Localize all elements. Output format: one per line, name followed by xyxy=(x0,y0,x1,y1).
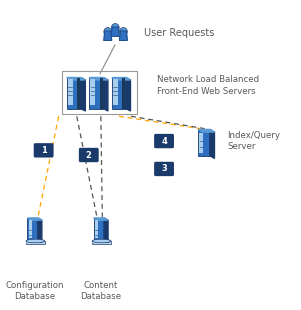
FancyBboxPatch shape xyxy=(68,79,73,105)
Polygon shape xyxy=(89,78,108,80)
Polygon shape xyxy=(104,218,108,242)
Polygon shape xyxy=(119,31,127,40)
Polygon shape xyxy=(38,218,42,242)
Ellipse shape xyxy=(26,241,45,244)
FancyBboxPatch shape xyxy=(154,162,174,176)
FancyBboxPatch shape xyxy=(122,78,126,108)
Polygon shape xyxy=(94,218,108,220)
Polygon shape xyxy=(210,130,214,158)
Text: 4: 4 xyxy=(161,136,167,146)
Ellipse shape xyxy=(92,241,111,244)
FancyBboxPatch shape xyxy=(77,78,80,108)
Polygon shape xyxy=(198,130,214,132)
FancyBboxPatch shape xyxy=(90,79,95,105)
Text: 2: 2 xyxy=(86,150,92,160)
Circle shape xyxy=(119,28,127,36)
Polygon shape xyxy=(112,78,131,80)
FancyBboxPatch shape xyxy=(198,130,210,156)
FancyBboxPatch shape xyxy=(199,133,203,153)
FancyBboxPatch shape xyxy=(26,241,45,244)
Text: Index/Query
Server: Index/Query Server xyxy=(227,131,280,151)
FancyBboxPatch shape xyxy=(95,220,98,238)
FancyBboxPatch shape xyxy=(27,218,38,240)
Ellipse shape xyxy=(26,239,45,243)
Text: 1: 1 xyxy=(41,146,47,155)
Text: Content
Database: Content Database xyxy=(80,281,121,301)
FancyBboxPatch shape xyxy=(154,134,174,148)
Polygon shape xyxy=(111,27,119,36)
Polygon shape xyxy=(126,78,131,111)
FancyBboxPatch shape xyxy=(79,148,99,162)
FancyBboxPatch shape xyxy=(34,143,54,157)
FancyBboxPatch shape xyxy=(67,78,81,108)
Polygon shape xyxy=(67,78,85,80)
FancyBboxPatch shape xyxy=(113,79,118,105)
FancyBboxPatch shape xyxy=(94,218,104,240)
FancyBboxPatch shape xyxy=(29,220,32,238)
Polygon shape xyxy=(81,78,85,111)
Polygon shape xyxy=(27,218,42,220)
Text: User Requests: User Requests xyxy=(144,28,215,38)
Text: Configuration
Database: Configuration Database xyxy=(5,281,64,301)
FancyBboxPatch shape xyxy=(112,78,126,108)
Ellipse shape xyxy=(92,239,111,243)
FancyBboxPatch shape xyxy=(92,241,111,244)
Text: Network Load Balanced
Front-End Web Servers: Network Load Balanced Front-End Web Serv… xyxy=(157,75,259,96)
Polygon shape xyxy=(103,78,108,111)
Text: 3: 3 xyxy=(161,164,167,174)
FancyBboxPatch shape xyxy=(100,78,103,108)
Polygon shape xyxy=(104,31,112,40)
Circle shape xyxy=(111,24,119,32)
Circle shape xyxy=(104,28,112,36)
FancyBboxPatch shape xyxy=(89,78,103,108)
